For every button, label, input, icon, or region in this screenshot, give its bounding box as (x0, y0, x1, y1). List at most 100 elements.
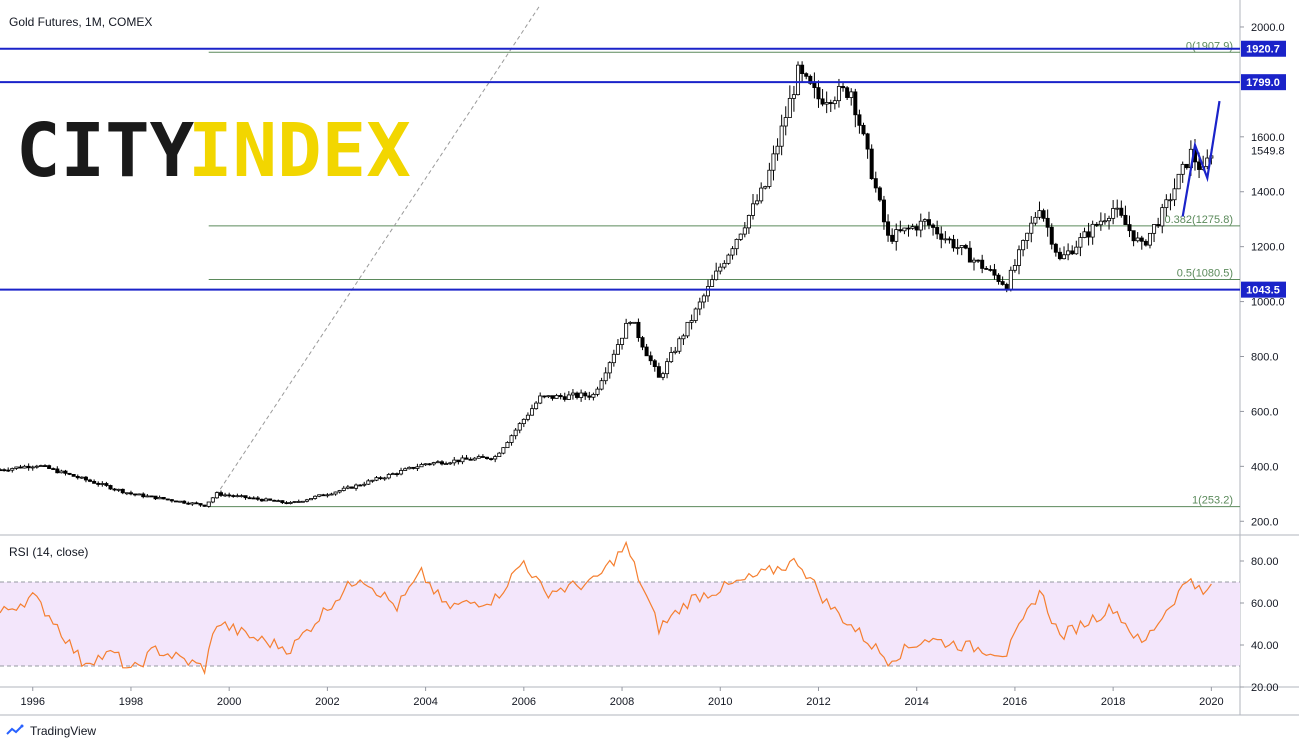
candle-body (34, 465, 39, 468)
candle-body (182, 500, 187, 504)
price-tick-label: 200.0 (1251, 516, 1279, 528)
candle-body (1078, 237, 1083, 248)
price-tick-label: 1400.0 (1251, 187, 1285, 199)
candle-body (1176, 173, 1181, 190)
candle-body (615, 344, 620, 355)
candle-body (133, 493, 138, 496)
time-tick-label: 2014 (904, 696, 928, 708)
candle-body (673, 350, 678, 353)
trend-line (208, 4, 541, 507)
candle-body (738, 233, 743, 240)
candle-body (1012, 265, 1017, 271)
candle-body (51, 468, 56, 470)
candle-body (59, 470, 64, 474)
candle-body (190, 502, 195, 505)
candle-body (1086, 231, 1091, 238)
candle-body (304, 499, 309, 502)
candle-body (898, 229, 903, 232)
candle-body (358, 484, 363, 487)
candle-body (276, 500, 281, 503)
time-tick-label: 2006 (512, 696, 536, 708)
candle-body (800, 64, 805, 75)
candle-body (722, 262, 727, 268)
candle-body (959, 245, 964, 248)
candle-body (886, 221, 891, 236)
candle-body (284, 502, 289, 505)
candle-body (1045, 217, 1050, 228)
candle-body (656, 366, 661, 378)
tradingview-branding[interactable]: TradingView (6, 724, 96, 738)
candle-body (808, 75, 813, 84)
candle-body (218, 492, 223, 496)
last-price-label: 1549.8 (1251, 146, 1285, 158)
candle-body (591, 393, 596, 398)
candle-body (746, 215, 751, 229)
candle-body (1094, 223, 1099, 226)
candle-body (579, 392, 584, 398)
time-tick-label: 2008 (610, 696, 634, 708)
candle-body (865, 133, 870, 150)
candle-body (869, 148, 874, 180)
candle-body (214, 492, 219, 499)
candle-body (116, 488, 121, 491)
candle-body (79, 476, 84, 479)
candle-body (636, 321, 641, 339)
candle-body (759, 187, 764, 202)
candle-body (660, 373, 665, 378)
candle-body (705, 286, 710, 297)
candle-body (1102, 220, 1107, 223)
candle-body (497, 452, 502, 457)
candle-body (824, 102, 829, 105)
candle-body (484, 456, 489, 460)
candle-body (718, 266, 723, 272)
candle-body (534, 402, 539, 410)
candle-body (435, 461, 440, 464)
tradingview-label: TradingView (30, 724, 97, 738)
candle-body (787, 97, 792, 118)
candle-body (710, 279, 715, 287)
time-tick-label: 2020 (1199, 696, 1223, 708)
candle-body (137, 493, 142, 496)
candle-body (575, 392, 580, 398)
price-tag-box (1241, 281, 1286, 298)
candle-body (624, 322, 629, 339)
candle-body (354, 484, 359, 489)
candle-body (71, 474, 76, 477)
candle-body (849, 91, 854, 98)
candle-body (734, 239, 739, 250)
horizontal-levels (0, 47, 1240, 291)
candle-body (415, 466, 420, 469)
candle-body (1131, 230, 1136, 242)
candle-body (1107, 217, 1112, 222)
candle-body (1090, 223, 1095, 238)
candle-body (403, 468, 408, 471)
candle-body (239, 495, 244, 498)
candle-body (861, 124, 866, 135)
candle-body (1152, 224, 1157, 234)
candle-body (742, 227, 747, 235)
candle-body (828, 102, 833, 105)
candle-body (1033, 216, 1038, 224)
candle-body (14, 466, 19, 469)
candle-body (120, 488, 125, 494)
candle-body (988, 269, 993, 271)
candle-body (1111, 208, 1116, 219)
candle-body (971, 259, 976, 263)
candle-body (1070, 250, 1075, 255)
projection-line[interactable] (1181, 100, 1221, 217)
candle-body (714, 270, 719, 281)
candle-body (771, 153, 776, 171)
candle-body (153, 495, 158, 500)
candle-body (873, 178, 878, 189)
price-tick-label: 2000.0 (1251, 22, 1285, 34)
candle-body (566, 394, 571, 400)
candle-body (67, 472, 72, 475)
rsi-tick-label: 60.00 (1251, 598, 1279, 610)
candle-body (963, 245, 968, 249)
candle-body (464, 457, 469, 460)
candle-body (841, 86, 846, 89)
candle-body (779, 125, 784, 147)
candle-body (918, 220, 923, 231)
candle-body (411, 466, 416, 469)
